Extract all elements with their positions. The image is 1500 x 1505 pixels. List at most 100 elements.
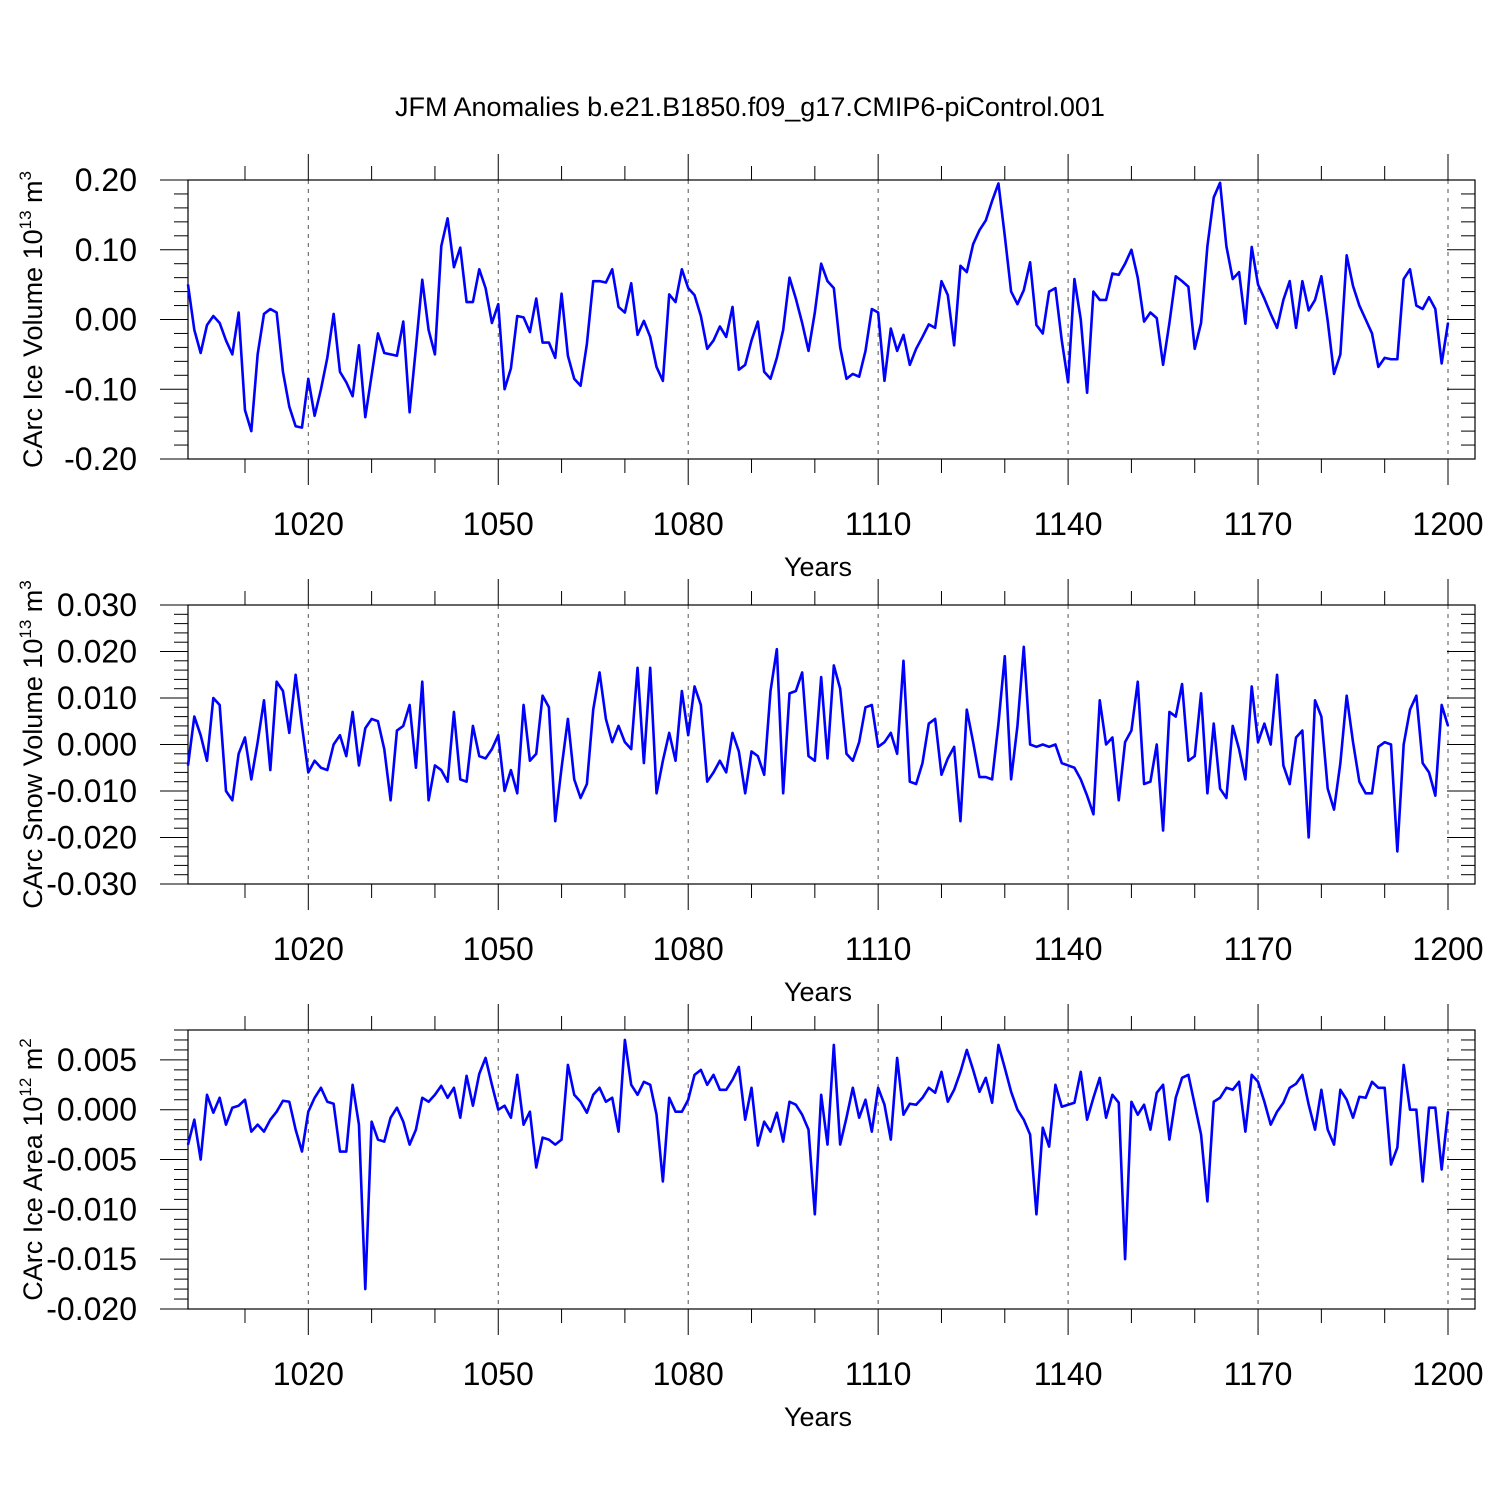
data-point: [453, 1086, 455, 1089]
data-point: [377, 720, 379, 723]
data-point: [604, 718, 607, 720]
data-point: [775, 356, 778, 359]
data-point: [1092, 290, 1095, 293]
data-point: [313, 1096, 316, 1099]
data-point: [763, 370, 766, 373]
data-point: [984, 1076, 987, 1079]
data-point: [187, 283, 189, 286]
data-point: [725, 1088, 728, 1091]
data-point: [434, 1093, 436, 1096]
data-point: [529, 759, 531, 762]
data-point: [1295, 326, 1297, 329]
data-point: [617, 1130, 620, 1133]
data-point: [1333, 373, 1335, 375]
data-point: [1326, 319, 1329, 322]
data-point: [332, 743, 335, 746]
y-tick-label: 0.20: [75, 162, 137, 198]
data-point: [877, 311, 880, 314]
data-point: [421, 278, 424, 281]
data-point: [1098, 299, 1101, 301]
data-point: [1428, 296, 1430, 299]
data-point: [832, 287, 835, 290]
data-point: [889, 1138, 892, 1141]
data-point: [459, 246, 462, 249]
data-point: [1447, 1110, 1449, 1113]
y-axis-label-ylabel-unit: m: [18, 1048, 48, 1078]
data-point: [415, 346, 417, 349]
x-tick-label: 1170: [1224, 931, 1293, 967]
data-point: [522, 704, 525, 706]
data-point: [725, 336, 728, 338]
data-point: [383, 352, 386, 354]
data-point: [1390, 1163, 1392, 1166]
data-point: [1193, 755, 1196, 758]
data-point: [516, 315, 519, 317]
panel-3: 1020 1050 1080 1110 1140 1170 1200 Years 0.005 0.…: [16, 1004, 1484, 1432]
data-point: [1345, 1098, 1348, 1101]
data-point: [927, 323, 930, 326]
data-point: [1174, 715, 1177, 718]
y-tick-label: 0.030: [57, 587, 137, 623]
data-point: [1022, 645, 1025, 648]
data-point: [731, 1078, 734, 1081]
data-point: [1326, 1128, 1329, 1131]
data-point: [1035, 745, 1038, 748]
data-point: [1238, 1080, 1240, 1083]
data-point: [1301, 280, 1304, 283]
data-point: [1079, 318, 1082, 321]
data-point: [756, 755, 759, 758]
data-point: [415, 766, 417, 769]
data-point: [1130, 1100, 1133, 1103]
data-point: [953, 745, 956, 748]
data-point: [567, 718, 569, 720]
data-point: [1320, 1088, 1323, 1091]
data-point: [674, 759, 677, 762]
x-tick-label: 1200: [1412, 931, 1483, 967]
data-point: [706, 347, 709, 350]
data-point: [1219, 1096, 1221, 1099]
data-point: [902, 333, 905, 336]
data-point: [1143, 320, 1145, 323]
data-point: [750, 1086, 753, 1089]
data-point: [845, 377, 848, 380]
data-point: [1288, 783, 1291, 785]
data-point: [940, 773, 943, 776]
data-point: [1187, 759, 1190, 762]
data-point: [1434, 794, 1437, 797]
data-point: [427, 329, 430, 331]
data-point: [294, 425, 297, 428]
data-point: [218, 322, 221, 324]
data-point: [826, 280, 829, 283]
data-point: [794, 297, 797, 300]
data-point: [225, 339, 227, 342]
data-point: [1390, 743, 1392, 746]
data-point: [1314, 699, 1316, 702]
data-point: [1010, 778, 1013, 781]
data-point: [497, 1108, 500, 1111]
data-point: [193, 329, 196, 331]
data-point: [1295, 736, 1297, 739]
data-point: [529, 1110, 531, 1113]
data-point: [1092, 813, 1095, 816]
data-point: [1200, 1133, 1202, 1136]
data-point: [883, 379, 886, 382]
data-point: [1168, 1138, 1171, 1141]
data-point: [870, 308, 873, 310]
data-point: [1263, 297, 1266, 300]
data-point: [472, 1104, 474, 1107]
data-point: [636, 666, 639, 669]
data-point: [1288, 280, 1291, 283]
data-point: [1149, 311, 1152, 314]
data-point: [788, 1100, 791, 1103]
data-point: [1206, 792, 1209, 795]
data-point: [965, 271, 968, 273]
data-point: [674, 1110, 677, 1113]
data-point: [250, 778, 253, 781]
data-point: [573, 1093, 576, 1096]
y-axis-label-ylabel-exp: 13: [16, 210, 35, 229]
data-point: [991, 200, 994, 202]
data-point: [826, 757, 829, 760]
data-point: [1060, 339, 1063, 342]
data-point: [1358, 780, 1361, 783]
data-point: [434, 764, 436, 767]
